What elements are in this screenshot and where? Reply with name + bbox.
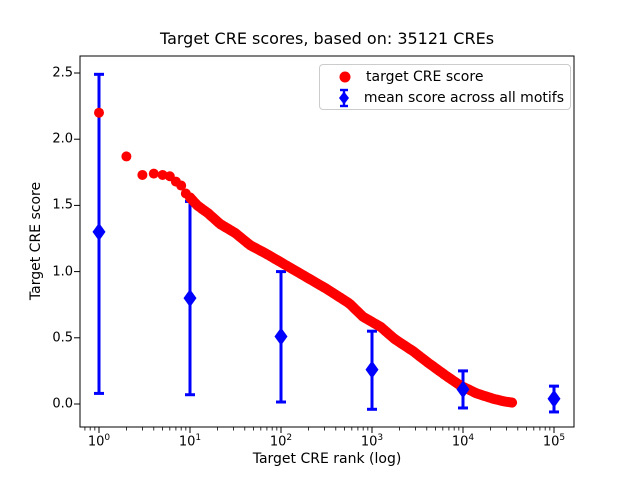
y-tick-label: 2.5 bbox=[52, 65, 73, 81]
x-tick-label: 100 bbox=[87, 433, 111, 450]
x-tick-label: 101 bbox=[178, 433, 202, 450]
blue-diamond-errorbar-icon bbox=[324, 88, 364, 108]
y-tick-label: 1.5 bbox=[52, 197, 73, 213]
legend-entry-target-cre-score: target CRE score bbox=[324, 66, 564, 87]
legend-label-target-cre-score: target CRE score bbox=[366, 68, 484, 85]
x-tick-label: 103 bbox=[360, 433, 384, 450]
legend-label-mean-score: mean score across all motifs bbox=[363, 89, 564, 106]
legend-entry-mean-score: mean score across all motifs bbox=[324, 87, 564, 108]
x-axis-ticks bbox=[84, 427, 555, 433]
legend: target CRE score mean score across all m… bbox=[319, 64, 571, 110]
x-tick-label: 104 bbox=[451, 433, 475, 450]
x-axis-label: Target CRE rank (log) bbox=[252, 451, 402, 467]
red-series bbox=[94, 107, 518, 408]
blue-diamond-markers bbox=[92, 222, 561, 408]
y-axis-label: Target CRE score bbox=[28, 181, 44, 301]
y-tick-label: 0.0 bbox=[52, 396, 73, 412]
blue-error-bars bbox=[94, 72, 559, 414]
x-tick-label: 102 bbox=[269, 433, 293, 450]
chart-title: Target CRE scores, based on: 35121 CREs bbox=[159, 29, 495, 48]
y-axis-ticks bbox=[74, 72, 80, 405]
y-tick-label: 1.0 bbox=[52, 264, 73, 280]
red-dot-icon bbox=[324, 70, 366, 84]
y-tick-label: 2.0 bbox=[52, 131, 73, 147]
y-tick-label: 0.5 bbox=[52, 330, 73, 346]
plot-frame bbox=[79, 55, 575, 428]
x-tick-label: 105 bbox=[542, 433, 566, 450]
